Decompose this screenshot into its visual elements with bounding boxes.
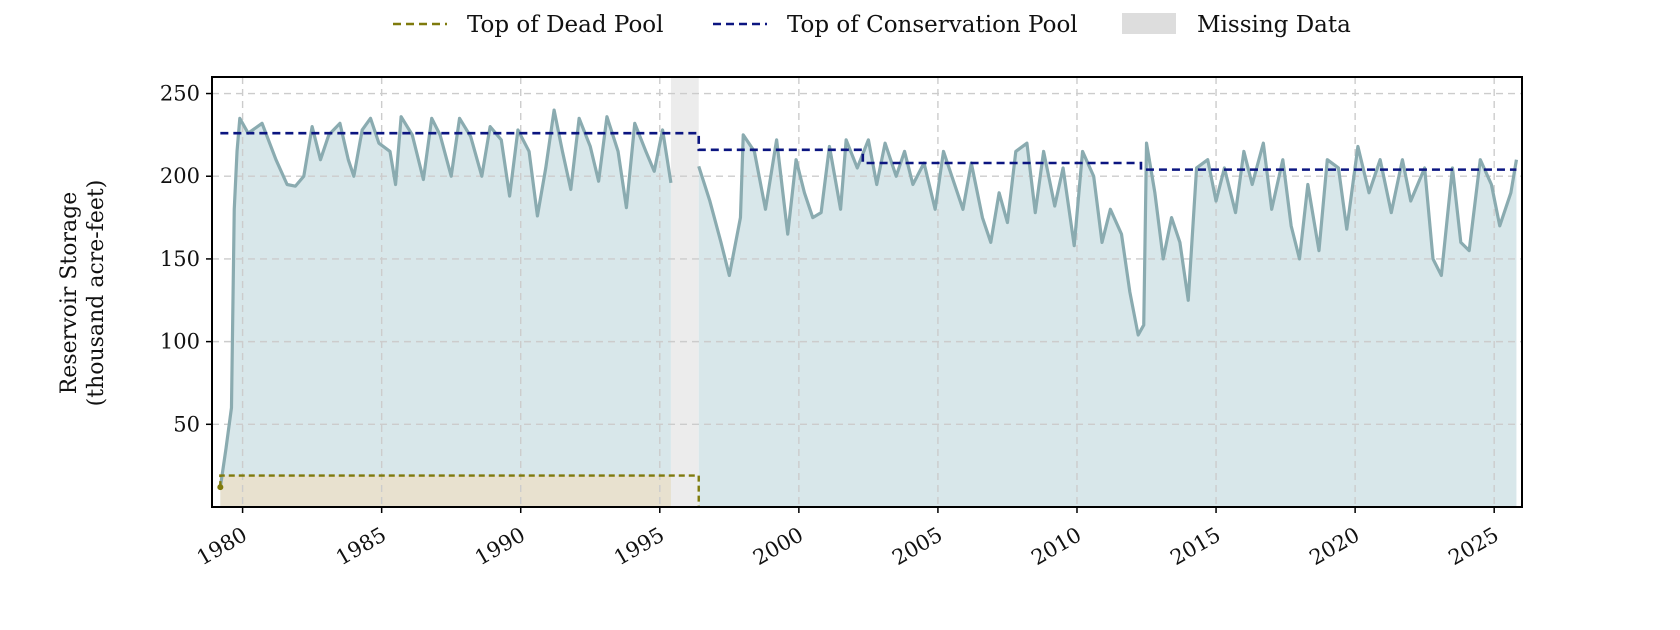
x-tick-label-1: 1985 [332,523,390,571]
x-tick-label-2: 1990 [471,523,529,571]
dead-pool-area [220,475,671,507]
legend-dead-pool-label: Top of Dead Pool [467,12,664,38]
legend-missing-data-label: Missing Data [1197,12,1351,38]
legend: Top of Dead Pool Top of Conservation Poo… [393,12,1351,38]
dead-pool-start-marker [217,484,224,491]
x-tick-label-6: 2010 [1027,523,1085,571]
plot-inner [212,77,1522,507]
y-tick-label-0: 50 [173,412,200,436]
x-tick-label-5: 2005 [888,523,946,571]
missing-data-band-0 [670,77,699,507]
x-tick-label-3: 1995 [610,523,668,571]
plot-frame [211,76,1523,508]
y-tick-label-1: 100 [160,330,200,354]
x-tick-label-7: 2015 [1166,523,1224,571]
storage-line-segment-1 [697,133,1519,337]
y-axis-label-line1: Reservoir Storage [57,192,82,395]
y-axis-label-line2: (thousand acre-feet) [84,180,109,407]
x-tick-label-4: 2000 [749,523,807,571]
storage-area-segment-0 [220,110,671,507]
y-tick-label-2: 150 [160,247,200,271]
y-tick-label-4: 250 [160,82,200,106]
conservation-pool-line [220,131,1517,171]
x-tick-label-0: 1980 [193,523,251,571]
storage-line-segment-0 [218,108,673,488]
plot-area [211,76,1523,508]
legend-conservation-pool-label: Top of Conservation Pool [787,12,1078,38]
legend-missing-data-swatch [1122,13,1176,34]
dead-pool-line [219,474,700,507]
x-tick-label-8: 2020 [1305,523,1363,571]
y-tick-label-3: 200 [160,164,200,188]
storage-area-segment-1 [698,134,1517,507]
x-tick-label-9: 2025 [1444,523,1502,571]
